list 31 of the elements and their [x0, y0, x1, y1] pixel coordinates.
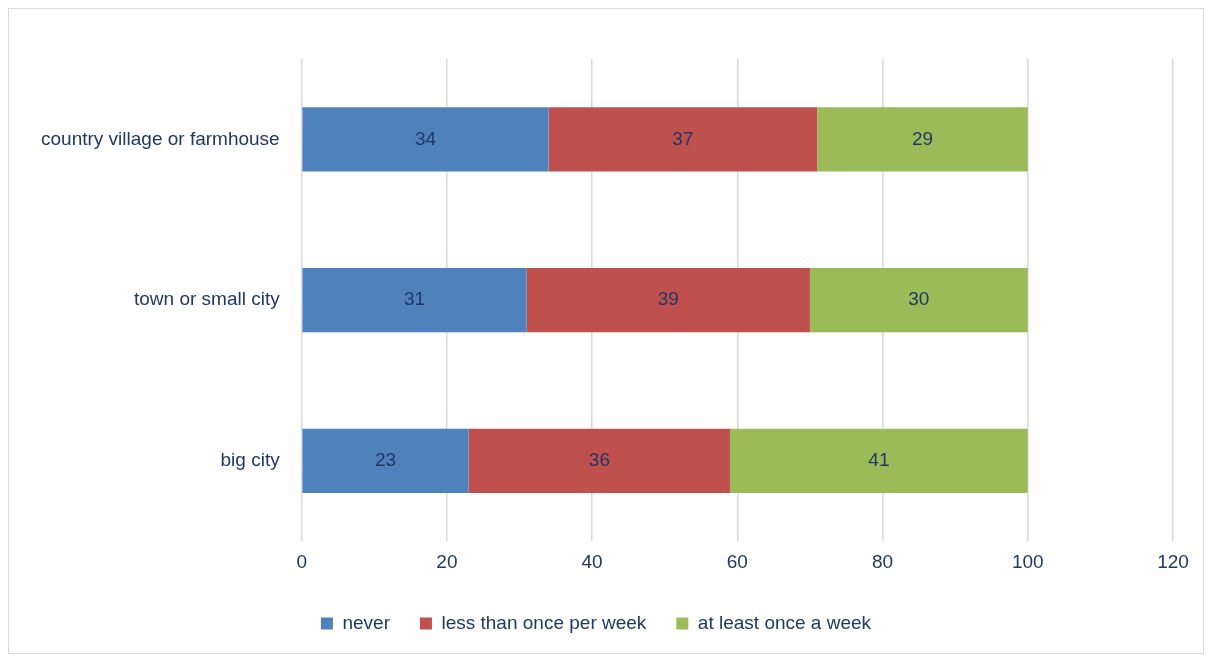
- bar: [526, 267, 810, 333]
- data-label: 34: [414, 127, 437, 149]
- x-tick-label: 40: [581, 550, 603, 572]
- x-tick-label: 80: [871, 550, 894, 572]
- bar: [468, 428, 731, 493]
- x-tick-label: 120: [1157, 550, 1189, 572]
- data-label: 31: [404, 288, 426, 310]
- data-label: 36: [588, 449, 610, 471]
- y-tick-label: country village or farmhouse: [41, 127, 280, 149]
- data-label: 29: [911, 127, 934, 149]
- data-label: 39: [657, 288, 679, 310]
- bar: [302, 107, 549, 172]
- y-tick-label: town or small city: [133, 288, 281, 310]
- bar: [730, 428, 1028, 493]
- data-label: 41: [868, 449, 890, 471]
- bar: [302, 428, 469, 493]
- legend-label: never: [342, 611, 391, 633]
- bar: [548, 107, 818, 172]
- bar: [809, 267, 1028, 333]
- legend-label: less than once per week: [441, 611, 647, 633]
- x-tick-label: 100: [1011, 550, 1044, 572]
- data-label: 23: [374, 449, 397, 471]
- bar: [817, 107, 1028, 172]
- x-tick-label: 20: [436, 550, 458, 572]
- x-tick-label: 60: [726, 550, 748, 572]
- bar: [302, 267, 527, 333]
- data-label: 30: [908, 288, 930, 310]
- y-tick-label: big city: [220, 449, 281, 471]
- data-label: 37: [672, 127, 694, 149]
- legend-label: at least once a week: [697, 611, 872, 633]
- x-tick-label: 0: [296, 550, 307, 572]
